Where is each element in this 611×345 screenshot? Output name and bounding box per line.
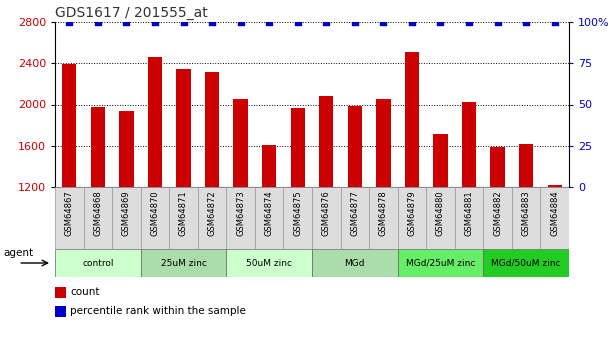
Point xyxy=(122,19,131,25)
Point xyxy=(265,19,274,25)
Bar xyxy=(284,187,312,249)
Point xyxy=(64,19,74,25)
Text: GSM64867: GSM64867 xyxy=(65,190,74,236)
Point xyxy=(293,19,302,25)
Text: agent: agent xyxy=(3,248,33,258)
Text: GSM64881: GSM64881 xyxy=(464,190,474,236)
Bar xyxy=(226,187,255,249)
Bar xyxy=(119,111,134,187)
Bar xyxy=(483,187,512,249)
Point xyxy=(378,19,388,25)
Text: GSM64873: GSM64873 xyxy=(236,190,245,236)
Text: percentile rank within the sample: percentile rank within the sample xyxy=(70,306,246,316)
Text: MGd: MGd xyxy=(345,258,365,267)
Point xyxy=(236,19,246,25)
Point xyxy=(464,19,474,25)
Bar xyxy=(62,64,76,187)
Bar xyxy=(84,187,112,249)
Point xyxy=(521,19,531,25)
Text: MGd/25uM zinc: MGd/25uM zinc xyxy=(406,258,475,267)
Point xyxy=(178,19,188,25)
Text: 50uM zinc: 50uM zinc xyxy=(246,258,292,267)
Text: GSM64884: GSM64884 xyxy=(551,190,559,236)
Bar xyxy=(141,249,226,277)
Bar xyxy=(55,187,84,249)
Bar xyxy=(177,69,191,187)
Bar xyxy=(512,187,541,249)
Bar xyxy=(369,187,398,249)
Text: GSM64875: GSM64875 xyxy=(293,190,302,236)
Text: count: count xyxy=(70,287,100,297)
Bar xyxy=(547,185,562,187)
Bar xyxy=(141,187,169,249)
Bar xyxy=(226,249,312,277)
Bar xyxy=(255,187,284,249)
Text: GSM64876: GSM64876 xyxy=(322,190,331,236)
Bar xyxy=(541,187,569,249)
Bar xyxy=(483,249,569,277)
Text: GSM64883: GSM64883 xyxy=(522,190,531,236)
Text: GSM64869: GSM64869 xyxy=(122,190,131,236)
Bar xyxy=(205,71,219,187)
Bar xyxy=(148,57,162,187)
Point xyxy=(207,19,217,25)
Bar xyxy=(112,187,141,249)
Bar xyxy=(340,187,369,249)
Text: GDS1617 / 201555_at: GDS1617 / 201555_at xyxy=(55,6,208,20)
Bar xyxy=(426,187,455,249)
Text: MGd/50uM zinc: MGd/50uM zinc xyxy=(491,258,561,267)
Bar xyxy=(319,96,334,187)
Bar xyxy=(198,187,226,249)
Text: 25uM zinc: 25uM zinc xyxy=(161,258,207,267)
Text: GSM64880: GSM64880 xyxy=(436,190,445,236)
Bar xyxy=(348,106,362,187)
Text: GSM64868: GSM64868 xyxy=(93,190,102,236)
Point xyxy=(350,19,360,25)
Bar xyxy=(55,249,141,277)
Bar xyxy=(55,287,67,298)
Bar xyxy=(398,187,426,249)
Point xyxy=(407,19,417,25)
Bar xyxy=(462,102,476,187)
Bar xyxy=(405,52,419,187)
Text: GSM64872: GSM64872 xyxy=(208,190,216,236)
Text: GSM64879: GSM64879 xyxy=(408,190,417,236)
Point xyxy=(550,19,560,25)
Bar xyxy=(90,107,105,187)
Text: control: control xyxy=(82,258,114,267)
Text: GSM64874: GSM64874 xyxy=(265,190,274,236)
Bar xyxy=(291,108,305,187)
Point xyxy=(436,19,445,25)
Bar xyxy=(519,144,533,187)
Bar xyxy=(312,187,340,249)
Text: GSM64870: GSM64870 xyxy=(150,190,159,236)
Point xyxy=(93,19,103,25)
Point xyxy=(150,19,160,25)
Bar xyxy=(455,187,483,249)
Point xyxy=(321,19,331,25)
Bar xyxy=(376,99,390,187)
Text: GSM64877: GSM64877 xyxy=(350,190,359,236)
Bar xyxy=(55,306,67,317)
Text: GSM64878: GSM64878 xyxy=(379,190,388,236)
Bar xyxy=(312,249,398,277)
Bar xyxy=(262,145,276,187)
Bar xyxy=(491,147,505,187)
Point xyxy=(492,19,502,25)
Text: GSM64871: GSM64871 xyxy=(179,190,188,236)
Bar xyxy=(398,249,483,277)
Bar xyxy=(433,135,448,187)
Bar xyxy=(169,187,198,249)
Bar xyxy=(233,99,247,187)
Text: GSM64882: GSM64882 xyxy=(493,190,502,236)
